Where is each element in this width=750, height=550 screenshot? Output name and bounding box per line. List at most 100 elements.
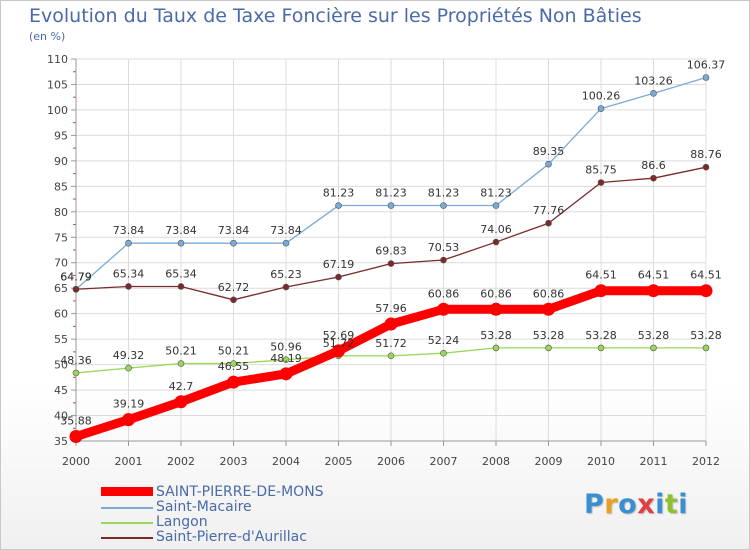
data-point: [650, 174, 657, 182]
logo-letter: i: [655, 489, 665, 520]
data-point: [122, 413, 135, 427]
data-label: 65.23: [270, 268, 302, 281]
data-label: 60.86: [428, 287, 460, 300]
data-label: 53.28: [585, 329, 617, 342]
legend-swatch: [101, 507, 153, 509]
data-point: [387, 352, 395, 360]
data-label: 74.06: [480, 223, 512, 236]
logo-letter: t: [664, 489, 679, 520]
data-label: 46.55: [218, 360, 250, 373]
y-tick-label: 50: [54, 359, 68, 372]
data-point: [702, 163, 710, 171]
data-label: 73.84: [165, 224, 197, 237]
legend-label: Langon: [156, 514, 208, 530]
data-point: [440, 256, 447, 264]
data-point: [177, 360, 185, 367]
data-point: [335, 202, 342, 209]
data-point: [230, 296, 237, 304]
y-tick-label: 55: [54, 333, 68, 346]
data-label: 60.86: [533, 287, 565, 300]
data-point: [545, 219, 552, 227]
data-label: 64.51: [638, 269, 670, 282]
data-label: 77.76: [533, 204, 565, 217]
data-point: [492, 344, 500, 352]
logo-letter: i: [678, 489, 689, 520]
data-point: [384, 317, 398, 331]
data-point: [440, 349, 447, 357]
data-label: 73.84: [218, 224, 250, 237]
data-label: 53.28: [533, 329, 565, 342]
data-label: 86.6: [641, 159, 666, 172]
data-point: [332, 344, 345, 358]
data-point: [69, 430, 83, 444]
y-tick-label: 105: [47, 78, 68, 91]
x-tick-label: 2012: [692, 455, 720, 468]
chart-title: Evolution du Taux de Taxe Foncière sur l…: [29, 5, 642, 27]
data-label: 35.88: [60, 415, 92, 428]
unit-label: (en %): [29, 30, 66, 43]
x-tick-label: 2002: [167, 455, 195, 468]
data-label: 48.19: [270, 352, 302, 365]
y-tick-label: 45: [54, 384, 68, 397]
data-point: [230, 360, 237, 367]
y-tick-label: 65: [54, 282, 68, 295]
y-tick-label: 100: [47, 104, 68, 117]
x-tick-label: 2004: [272, 455, 300, 468]
data-label: 81.23: [323, 187, 355, 200]
data-label: 100.26: [582, 90, 621, 103]
data-label: 64.79: [60, 270, 92, 283]
data-point: [597, 344, 605, 352]
legend-swatch: [101, 522, 153, 524]
data-point: [489, 302, 503, 316]
legend-swatch: [101, 537, 153, 539]
proxiti-logo: Proxiti: [584, 489, 688, 520]
series-layer: [69, 74, 713, 444]
data-point: [279, 367, 293, 381]
data-point: [72, 285, 80, 293]
x-tick-label: 2000: [62, 455, 90, 468]
data-label: 62.72: [218, 281, 250, 294]
data-label: 53.28: [690, 329, 722, 342]
data-label: 69.83: [375, 245, 407, 258]
y-tick-label: 40: [54, 410, 68, 423]
data-point: [125, 283, 132, 290]
legend-swatch: [101, 487, 153, 496]
data-label: 88.76: [690, 148, 722, 161]
data-label: 65.34: [113, 267, 145, 280]
y-tick-label: 110: [47, 53, 68, 66]
data-label: 50.21: [218, 345, 250, 358]
data-label: 65.34: [165, 267, 197, 280]
data-label: 50.96: [270, 341, 302, 354]
data-point: [387, 260, 395, 267]
data-label: 64.79: [60, 270, 92, 283]
data-point: [647, 284, 660, 298]
x-tick-label: 2008: [482, 455, 510, 468]
data-label: 81.23: [375, 187, 407, 200]
data-point: [545, 344, 552, 352]
x-tick-label: 2009: [535, 455, 563, 468]
data-point: [282, 356, 290, 364]
y-tick-label: 85: [54, 180, 68, 193]
data-point: [594, 284, 608, 298]
data-point: [72, 369, 80, 377]
logo-letter: r: [604, 489, 619, 520]
logo-letter: P: [584, 489, 605, 520]
x-tick-label: 2010: [587, 455, 615, 468]
logo-letter: o: [618, 489, 638, 520]
data-label: 64.51: [585, 269, 617, 282]
y-tick-label: 70: [54, 257, 68, 270]
data-point: [702, 74, 710, 81]
legend-label: Saint-Macaire: [156, 499, 252, 515]
data-point: [597, 179, 605, 186]
axis-layer: 35 40 45 50 55 60 65 70 75 80 85 90 95 100 105 110 2000 2…: [47, 53, 720, 468]
data-label: 81.23: [480, 187, 512, 200]
data-label: 70.53: [428, 241, 460, 254]
data-label: 73.84: [113, 224, 145, 237]
data-label: 39.19: [113, 398, 145, 411]
data-label: 60.86: [480, 287, 512, 300]
data-label: 53.28: [480, 329, 512, 342]
data-label: 81.23: [428, 187, 460, 200]
data-point: [177, 283, 185, 290]
data-point: [177, 239, 185, 247]
data-label: 64.51: [690, 269, 722, 282]
